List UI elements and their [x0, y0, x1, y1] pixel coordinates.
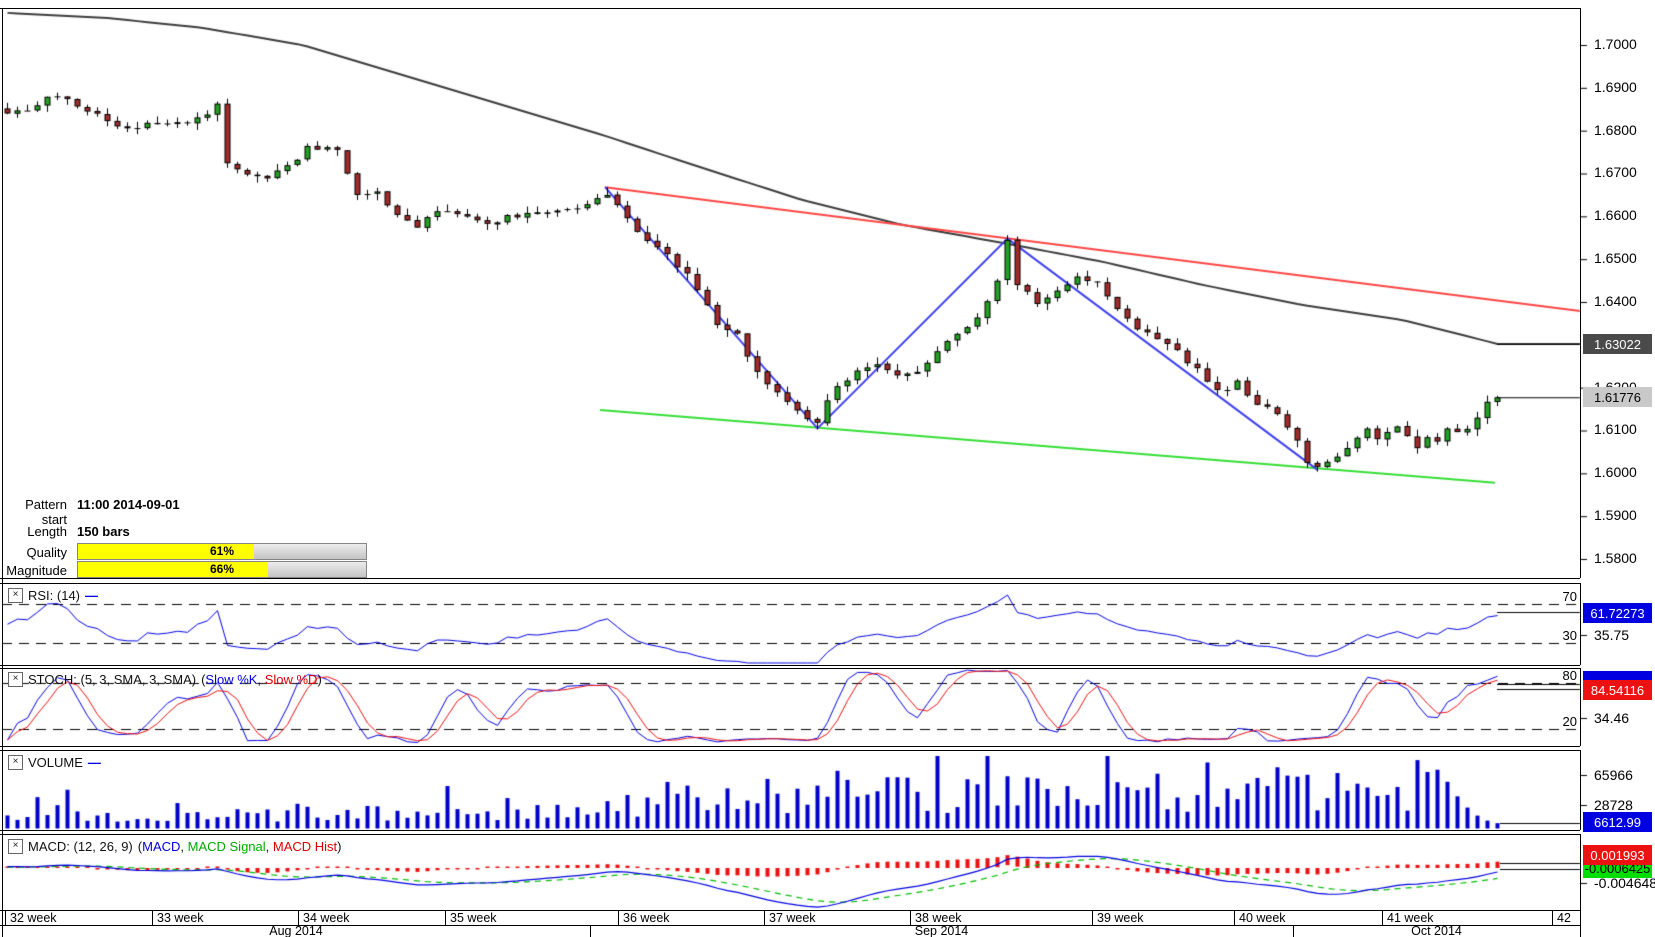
rsi-axis-tick: 35.75	[1594, 627, 1630, 643]
price-tick-label: 1.6000	[1594, 464, 1637, 481]
close-rsi-icon[interactable]: ×	[8, 588, 23, 603]
quality-percent-text: 61%	[209, 544, 235, 558]
panel-border-line	[0, 834, 1580, 835]
rsi-level-70-label: 70	[1562, 589, 1577, 604]
panel-border-line	[0, 910, 1580, 911]
week-axis-cell: 42	[1552, 911, 1580, 925]
volume-chart-canvas[interactable]	[0, 750, 1592, 830]
rsi-line-legend-icon: —	[85, 588, 98, 603]
panel-border-line	[0, 668, 1580, 669]
price-tick-label: 1.7000	[1594, 36, 1637, 52]
panel-border-line	[0, 583, 1580, 584]
stoch-chart-canvas[interactable]	[0, 668, 1592, 746]
macd-panel-header: × MACD: (12, 26, 9) (MACD, MACD Signal, …	[8, 839, 342, 854]
rsi-level-30-label: 30	[1562, 628, 1577, 643]
pattern-magnitude-label: Magnitude	[6, 563, 67, 578]
stoch-title: STOCH: (5, 3, SMA, 3, SMA)	[28, 672, 197, 687]
macd-hist-value-badge: 0.001993	[1583, 845, 1652, 865]
panel-border-line	[0, 8, 1580, 9]
macd-line-legend: MACD	[142, 839, 181, 854]
close-volume-icon[interactable]: ×	[8, 755, 23, 770]
stoch-k-legend: Slow %K	[205, 672, 258, 687]
price-tick-label: 1.6800	[1594, 121, 1637, 138]
week-axis-cell: 34 week	[298, 911, 445, 925]
axis-border-line	[590, 925, 591, 937]
stoch-d-legend: Slow %D	[264, 672, 318, 687]
volume-axis-tick-high: 65966	[1594, 767, 1633, 783]
axis-border-line	[1580, 583, 1581, 665]
week-axis-cell: 40 week	[1234, 911, 1382, 925]
price-chart-canvas[interactable]	[0, 8, 1592, 579]
week-axis-cell: 36 week	[618, 911, 764, 925]
week-axis-cell: 39 week	[1092, 911, 1234, 925]
price-tick-label: 1.6100	[1594, 421, 1637, 438]
price-tick-label: 1.6600	[1594, 207, 1637, 224]
rsi-chart-canvas[interactable]	[0, 583, 1592, 665]
macd-hist-legend: MACD Hist	[272, 839, 338, 854]
month-axis-label: Sep 2014	[914, 924, 969, 937]
stoch-level-80-label: 80	[1562, 668, 1577, 683]
week-axis-cell: 41 week	[1382, 911, 1552, 925]
pattern-quality-label: Quality	[26, 545, 67, 560]
axis-border-line	[1580, 750, 1581, 830]
stoch-d-value-badge: 84.54116	[1583, 680, 1652, 700]
volume-legend-icon: —	[87, 755, 101, 770]
week-axis-cell: 33 week	[152, 911, 298, 925]
week-axis-cell: 32 week	[5, 911, 152, 925]
magnitude-percent-text: 66%	[209, 562, 235, 576]
close-stoch-icon[interactable]: ×	[8, 672, 23, 687]
quality-progress-bar: 61%	[77, 543, 367, 560]
stoch-legend: (Slow %K, Slow %D)	[201, 672, 322, 687]
last-price-badge: 1.61776	[1583, 387, 1652, 407]
panel-border-line	[0, 830, 1580, 831]
quality-progress-fill	[78, 544, 254, 559]
rsi-panel-header: × RSI: (14) —	[8, 588, 98, 603]
price-tick-label: 1.5900	[1594, 507, 1637, 524]
panel-border-line	[0, 925, 1580, 926]
pattern-length-label: Length	[27, 524, 67, 539]
price-tick-label: 1.5800	[1594, 549, 1637, 566]
price-tick-label: 1.6900	[1594, 78, 1637, 95]
stoch-axis-tick: 34.46	[1594, 710, 1630, 726]
price-tick-label: 1.6400	[1594, 292, 1637, 309]
volume-value-badge: 6612.99	[1583, 812, 1652, 832]
week-axis-cell: 35 week	[445, 911, 618, 925]
volume-axis-tick-low: 28728	[1594, 797, 1633, 813]
month-axis-label: Oct 2014	[1411, 924, 1462, 937]
magnitude-progress-bar: 66%	[77, 561, 367, 578]
panel-border-line	[0, 665, 1580, 666]
panel-border-line	[0, 750, 1580, 751]
pattern-length-value: 150 bars	[77, 524, 130, 539]
axis-border-line	[1293, 925, 1294, 937]
volume-title: VOLUME	[28, 755, 83, 770]
rsi-title: RSI: (14)	[28, 588, 81, 603]
macd-signal-legend: MACD Signal	[187, 839, 266, 854]
ma-value-badge: 1.63022	[1583, 334, 1652, 354]
close-macd-icon[interactable]: ×	[8, 839, 23, 854]
panel-border-line	[0, 746, 1580, 747]
week-axis-cell: 38 week	[910, 911, 1092, 925]
month-axis-label: Aug 2014	[269, 924, 323, 937]
macd-title: MACD: (12, 26, 9)	[28, 839, 133, 854]
rsi-value-badge: 61.72273	[1583, 603, 1652, 623]
pattern-start-value: 11:00 2014-09-01	[77, 497, 180, 512]
volume-panel-header: × VOLUME —	[8, 755, 101, 770]
magnitude-progress-fill	[78, 562, 269, 577]
price-tick-label: 1.6700	[1594, 164, 1637, 181]
stoch-level-20-label: 20	[1562, 714, 1577, 729]
price-tick-label: 1.6500	[1594, 250, 1637, 267]
panel-border-line	[0, 578, 1580, 579]
axis-border-line	[1580, 668, 1581, 746]
axis-border-line	[2, 8, 3, 937]
pattern-start-label: Pattern start	[25, 497, 67, 527]
axis-border-line	[1580, 834, 1581, 937]
week-axis-cell: 37 week	[764, 911, 910, 925]
macd-axis-tick: -0.0046487	[1594, 875, 1655, 891]
stoch-panel-header: × STOCH: (5, 3, SMA, 3, SMA) (Slow %K, S…	[8, 672, 322, 687]
macd-legend: (MACD, MACD Signal, MACD Hist)	[137, 839, 342, 854]
macd-chart-canvas[interactable]	[0, 834, 1592, 910]
axis-border-line	[1580, 8, 1581, 578]
